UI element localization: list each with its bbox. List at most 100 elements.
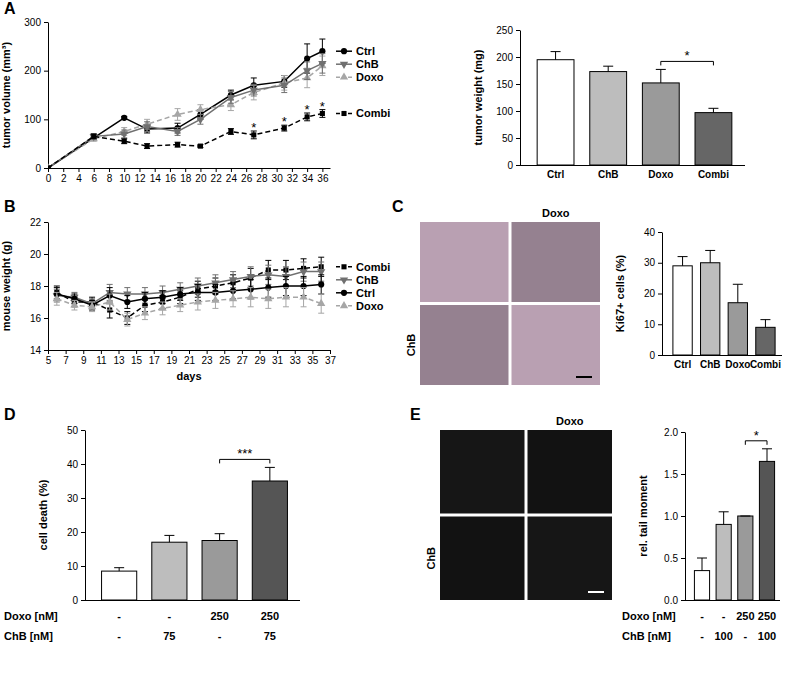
tick-mark	[516, 111, 520, 112]
bar	[642, 83, 679, 165]
tick-label: Ctrl	[674, 359, 691, 370]
error-bar-line	[54, 286, 60, 287]
error-bar-line	[304, 120, 310, 121]
bar	[728, 303, 747, 355]
error-bar	[124, 296, 130, 309]
tick: 30	[644, 257, 662, 268]
tick: 18	[180, 168, 192, 184]
error-bar-line	[144, 121, 150, 122]
error-bar-line	[248, 306, 254, 307]
marker	[229, 294, 237, 301]
tick: 10	[67, 561, 85, 572]
marker	[319, 48, 325, 54]
axis-line	[48, 223, 49, 351]
error-bar	[740, 516, 750, 517]
series-line	[48, 63, 322, 168]
tick-mark	[681, 432, 685, 433]
error-bar-line	[228, 91, 234, 92]
error-bar-line	[124, 287, 130, 288]
marker	[228, 129, 233, 134]
tick-label: 30	[272, 173, 284, 184]
tick: 0	[72, 595, 85, 606]
bar	[252, 481, 287, 600]
legend-label: Combi	[356, 261, 390, 273]
row-value: 250	[210, 610, 228, 622]
error-bar-line	[269, 467, 270, 481]
tick-mark	[119, 350, 120, 354]
error-bar-line	[228, 134, 234, 135]
tick: 0	[649, 350, 662, 361]
tick-mark	[216, 168, 217, 172]
error-bar-line	[281, 75, 287, 76]
tick-label: Doxo	[648, 169, 673, 180]
marker	[196, 105, 204, 112]
error-bar	[708, 108, 718, 112]
series	[48, 56, 327, 168]
error-bar	[551, 52, 561, 60]
tick: 40	[67, 459, 85, 470]
tick-label: 20	[195, 173, 207, 184]
tick-label: 32	[287, 173, 299, 184]
legend-marker	[341, 264, 346, 269]
legend-label: Doxo	[356, 300, 384, 312]
row-value: 250	[758, 610, 776, 622]
marker	[247, 292, 255, 299]
error-bar-line	[304, 61, 310, 62]
tick-label: 7	[63, 355, 69, 366]
bar	[738, 516, 753, 600]
error-bar-line	[713, 108, 714, 112]
tick-mark	[109, 168, 110, 172]
y-axis: 1416182022	[30, 217, 49, 356]
bar	[695, 113, 732, 165]
error-bar-line	[197, 114, 203, 115]
tick: 31	[272, 350, 284, 366]
tick-label: 0	[46, 173, 52, 184]
tick: 32	[287, 168, 299, 184]
column-label: Doxo	[542, 207, 570, 219]
tick-mark	[231, 168, 232, 172]
tick: 33	[290, 350, 302, 366]
tick-mark	[78, 168, 79, 172]
error-bar-line	[71, 310, 77, 311]
series-line	[48, 66, 322, 168]
error-bar-line	[124, 308, 130, 309]
tick: 27	[237, 350, 249, 366]
tick: 200	[496, 52, 520, 63]
error-bar-line	[177, 282, 183, 283]
error-bar-line	[124, 326, 130, 327]
marker	[158, 304, 166, 311]
bar	[759, 461, 774, 600]
error-bar-line	[281, 75, 287, 76]
error-bar-line	[551, 51, 561, 52]
error-bar-line	[212, 308, 218, 309]
tick: 14	[30, 345, 48, 356]
tick: 0	[46, 168, 52, 184]
error-bar-line	[195, 278, 201, 279]
plot-area	[673, 250, 775, 355]
row-value: -	[168, 610, 172, 622]
error-bar-line	[319, 53, 325, 54]
tick: 6	[91, 168, 97, 184]
tick-label: 6	[91, 173, 97, 184]
error-bar-line	[230, 282, 236, 283]
error-bar-line	[765, 320, 766, 328]
marker	[122, 139, 127, 144]
error-bar	[760, 320, 770, 328]
error-bar	[678, 257, 688, 266]
tick-label: 1.0	[664, 511, 678, 522]
marker	[318, 281, 324, 287]
tick-mark	[681, 516, 685, 517]
axis-line	[685, 600, 780, 601]
marker	[194, 297, 202, 304]
tick-mark	[44, 22, 48, 23]
tick-mark	[189, 350, 190, 354]
tick-label: 10	[119, 173, 131, 184]
error-bar-line	[230, 290, 236, 291]
error-bar-line	[304, 87, 310, 88]
tick-mark	[48, 350, 49, 354]
y-axis-title: rel. tail moment	[637, 475, 649, 557]
tick-mark	[44, 254, 48, 255]
error-bar-line	[230, 290, 236, 291]
tick: 2	[61, 168, 67, 184]
tick-label: 34	[302, 173, 314, 184]
